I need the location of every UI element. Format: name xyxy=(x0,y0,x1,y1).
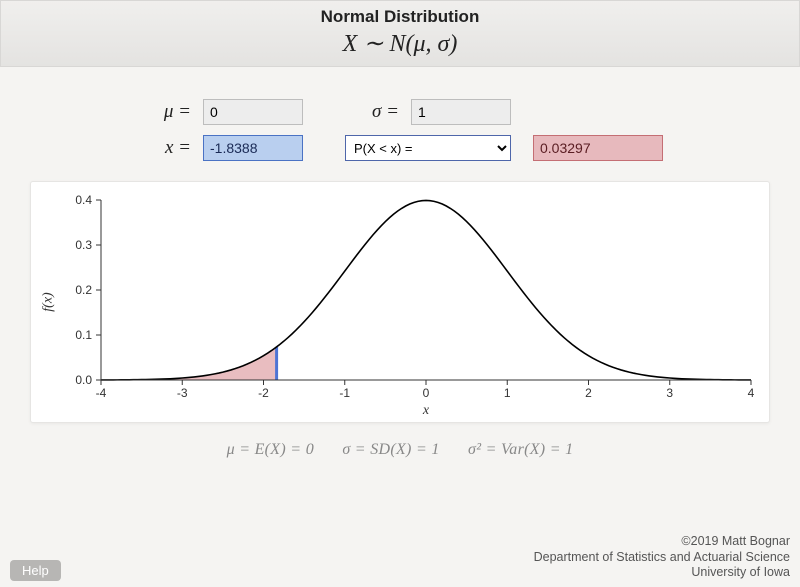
svg-text:0.2: 0.2 xyxy=(75,283,92,297)
svg-text:x: x xyxy=(422,403,430,418)
page-title: Normal Distribution xyxy=(1,7,799,27)
svg-text:3: 3 xyxy=(666,386,673,400)
x-label: x = xyxy=(137,137,197,159)
distribution-summary: μ = E(X) = 0 σ = SD(X) = 1 σ² = Var(X) =… xyxy=(0,441,800,459)
svg-text:2: 2 xyxy=(585,386,592,400)
copyright-text: ©2019 Matt Bognar xyxy=(534,534,790,550)
chart-container: f(x) -4 -3 -2 -1 0 1 2 3 4 0.0 0.1 0.2 0.3 0.4 x xyxy=(30,181,770,423)
credits: ©2019 Matt Bognar Department of Statisti… xyxy=(534,534,790,581)
university-text: University of Iowa xyxy=(534,565,790,581)
sigma-label: σ = xyxy=(345,101,405,123)
distribution-formula: X ∼ N(μ, σ) xyxy=(1,29,799,58)
mu-input[interactable] xyxy=(203,99,303,125)
svg-text:-1: -1 xyxy=(339,386,350,400)
summary-sd: σ = SD(X) = 1 xyxy=(342,441,439,458)
svg-text:-3: -3 xyxy=(177,386,188,400)
svg-text:0.1: 0.1 xyxy=(75,328,92,342)
svg-text:0: 0 xyxy=(423,386,430,400)
svg-text:0.4: 0.4 xyxy=(75,193,92,207)
footer: Help ©2019 Matt Bognar Department of Sta… xyxy=(10,534,790,581)
sigma-input[interactable] xyxy=(411,99,511,125)
svg-text:0.3: 0.3 xyxy=(75,238,92,252)
help-button[interactable]: Help xyxy=(10,560,61,581)
svg-text:4: 4 xyxy=(748,386,755,400)
x-input[interactable] xyxy=(203,135,303,161)
probability-type-select[interactable]: P(X < x) = xyxy=(345,135,511,161)
summary-mean: μ = E(X) = 0 xyxy=(227,441,314,458)
svg-text:0.0: 0.0 xyxy=(75,373,92,387)
mu-label: μ = xyxy=(137,101,197,123)
summary-var: σ² = Var(X) = 1 xyxy=(468,441,573,458)
header: Normal Distribution X ∼ N(μ, σ) xyxy=(0,0,800,67)
parameter-inputs: μ = σ = x = P(X < x) = xyxy=(137,99,663,161)
department-text: Department of Statistics and Actuarial S… xyxy=(534,550,790,566)
normal-distribution-chart: -4 -3 -2 -1 0 1 2 3 4 0.0 0.1 0.2 0.3 0.4 x xyxy=(31,182,771,422)
probability-output[interactable] xyxy=(533,135,663,161)
svg-text:1: 1 xyxy=(504,386,511,400)
svg-text:-4: -4 xyxy=(96,386,107,400)
y-axis-label: f(x) xyxy=(41,292,57,311)
svg-text:-2: -2 xyxy=(258,386,269,400)
